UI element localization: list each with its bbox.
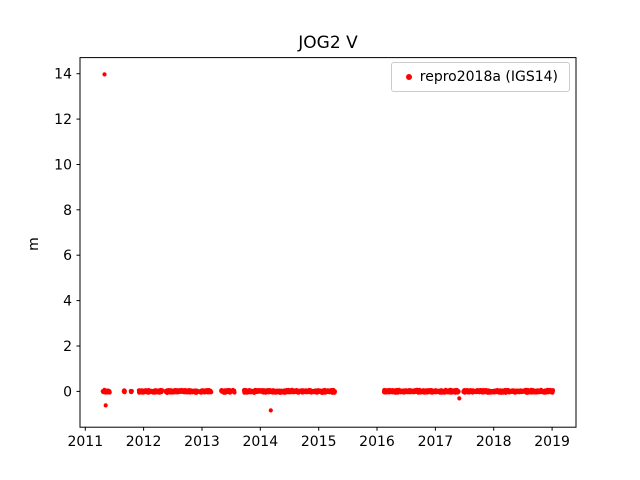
y-tick-label: 12 [54,112,72,128]
x-tick-label: 2018 [476,434,512,450]
x-tick-label: 2015 [301,434,337,450]
chart-title: JOG2 V [298,33,358,53]
y-axis-label: m [26,237,42,251]
y-tick-label: 0 [63,384,72,400]
y-tick-label: 8 [63,203,72,219]
y-tick-label: 10 [54,158,72,174]
x-tick-label: 2013 [184,434,220,450]
x-axis-ticks: 2011 2012 2013 2014 2015 2016 2017 2018 2019 [67,427,570,450]
y-tick-label: 6 [63,248,72,264]
data-points [100,72,556,413]
outlier-point [268,408,273,413]
axes-box [79,57,577,428]
y-axis-ticks: 0 2 4 6 8 10 12 14 [54,67,80,400]
outlier-point [102,72,107,77]
legend-label: repro2018a (IGS14) [419,69,558,85]
outlier-point [103,403,108,408]
y-tick-label: 4 [63,294,72,310]
outlier-point [457,396,462,401]
legend-marker-dot [405,74,412,80]
x-tick-label: 2011 [67,434,103,450]
x-tick-label: 2016 [359,434,395,450]
x-tick-label: 2017 [418,434,454,450]
y-tick-label: 14 [54,67,72,83]
legend: repro2018a (IGS14) [390,62,570,92]
x-tick-label: 2012 [126,434,162,450]
y-tick-label: 2 [63,339,72,355]
x-tick-label: 2019 [534,434,570,450]
x-tick-label: 2014 [242,434,278,450]
